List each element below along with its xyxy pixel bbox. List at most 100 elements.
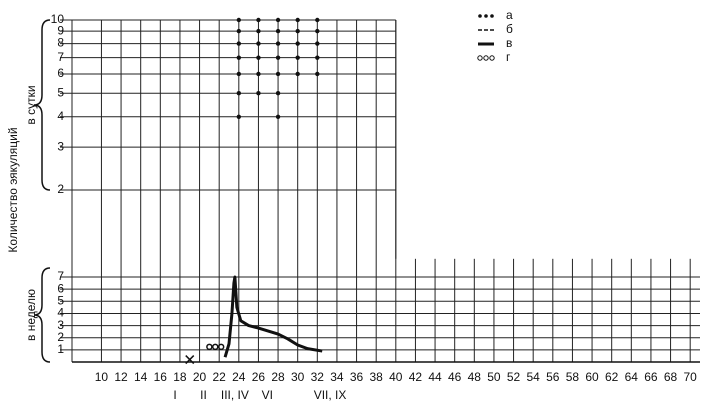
x-tick-label: 70 — [684, 370, 698, 384]
dot — [256, 71, 261, 77]
x-tick-label: 36 — [350, 370, 364, 384]
dot — [275, 71, 281, 77]
x-tick-label: 68 — [664, 370, 678, 384]
dot — [236, 28, 242, 34]
dot — [275, 41, 281, 46]
x-tick-label: 48 — [468, 370, 482, 384]
dot — [256, 41, 261, 46]
stage-label: VII, IX — [314, 388, 347, 402]
dot — [275, 91, 281, 96]
legend-symbol — [490, 14, 494, 18]
dot — [315, 71, 320, 77]
dot — [236, 114, 242, 119]
stage-label: I — [173, 388, 176, 402]
x-tick-label: 24 — [232, 370, 246, 384]
legend-symbol — [477, 55, 483, 61]
dot — [256, 55, 261, 60]
line-series — [223, 275, 323, 358]
y-tick-label: 3 — [57, 139, 64, 153]
x-tick-label: 52 — [507, 370, 521, 384]
x-tick-label: 38 — [370, 370, 384, 384]
dot — [315, 28, 320, 34]
legend-symbol — [484, 14, 488, 18]
x-tick-label: 22 — [213, 370, 227, 384]
x-tick-label: 56 — [546, 370, 560, 384]
y-axis-label: Количество эякуляций — [6, 127, 20, 252]
x-tick-label: 42 — [409, 370, 423, 384]
x-tick-label: 50 — [487, 370, 501, 384]
section-label: в неделю — [24, 289, 38, 341]
dot — [295, 28, 300, 34]
y-tick-label: 7 — [57, 269, 64, 283]
y-tick-label: 9 — [57, 23, 64, 37]
dot — [295, 55, 300, 60]
dot — [275, 114, 281, 119]
y-tick-label: 5 — [57, 293, 64, 307]
x-tick-label: 32 — [311, 370, 325, 384]
x-tick-label: 10 — [95, 370, 109, 384]
x-tick-label: 30 — [291, 370, 305, 384]
x-tick-label: 66 — [644, 370, 658, 384]
x-tick-label: 18 — [173, 370, 187, 384]
x-tick-label: 60 — [585, 370, 599, 384]
dot — [275, 17, 281, 23]
x-tick-label: 40 — [389, 370, 403, 384]
y-tick-label: 4 — [57, 109, 64, 123]
circle-marker — [212, 343, 219, 351]
legend-symbol — [478, 14, 482, 18]
legend-symbol — [483, 55, 489, 61]
stage-label: II — [200, 388, 207, 402]
dot — [256, 91, 261, 96]
y-tick-label: 1 — [57, 342, 64, 356]
circle-marker — [206, 343, 213, 351]
circle-marker — [217, 343, 225, 351]
dot — [256, 28, 261, 34]
x-tick-label: 14 — [134, 370, 148, 384]
legend-label: в — [506, 36, 512, 50]
dot — [295, 41, 300, 46]
dot — [236, 41, 242, 46]
dot — [236, 55, 242, 60]
y-tick-label: 6 — [57, 281, 64, 295]
y-tick-label: 4 — [57, 306, 64, 320]
y-tick-label: 5 — [57, 85, 64, 99]
legend-label: г — [506, 50, 511, 64]
legend-symbol — [489, 55, 495, 61]
y-tick-label: 6 — [57, 66, 64, 80]
dot — [315, 17, 320, 23]
cross-marker — [185, 355, 195, 365]
y-tick-label: 3 — [57, 318, 64, 332]
section-label: в сутки — [24, 85, 38, 124]
x-tick-label: 12 — [114, 370, 128, 384]
x-tick-label: 62 — [605, 370, 619, 384]
x-tick-label: 16 — [154, 370, 168, 384]
dot — [275, 28, 281, 34]
dot — [295, 17, 300, 23]
x-tick-label: 44 — [428, 370, 442, 384]
x-tick-label: 20 — [193, 370, 207, 384]
x-tick-label: 34 — [330, 370, 344, 384]
dot — [236, 91, 242, 96]
dot — [315, 41, 320, 46]
dot — [315, 55, 320, 60]
dot — [256, 17, 261, 23]
dot — [236, 17, 242, 23]
x-tick-label: 46 — [448, 370, 462, 384]
dot — [236, 71, 242, 77]
dot — [275, 55, 281, 60]
y-tick-label: 7 — [57, 50, 64, 64]
brace — [33, 19, 51, 191]
y-tick-label: 8 — [57, 36, 64, 50]
x-tick-label: 58 — [566, 370, 580, 384]
stage-label: VI — [262, 388, 273, 402]
legend-label: а — [506, 8, 513, 22]
stage-label: III, IV — [221, 388, 249, 402]
x-tick-label: 54 — [527, 370, 541, 384]
x-tick-label: 26 — [252, 370, 266, 384]
y-tick-label: 2 — [57, 330, 64, 344]
brace — [33, 267, 51, 363]
x-tick-label: 28 — [271, 370, 285, 384]
x-tick-label: 64 — [625, 370, 639, 384]
y-tick-label: 2 — [57, 182, 64, 196]
